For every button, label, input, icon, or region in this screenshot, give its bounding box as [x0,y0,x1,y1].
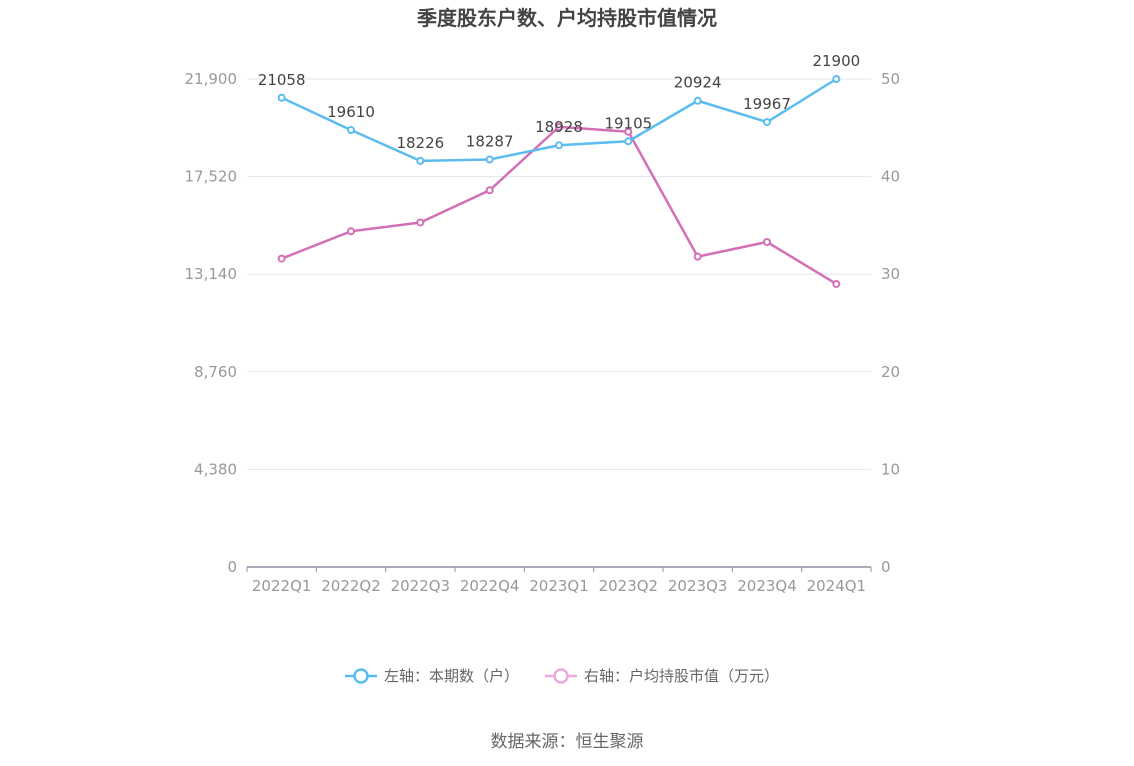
y-left-tick-label: 4,380 [194,460,237,478]
data-label: 20924 [674,74,722,92]
x-tick-label: 2023Q3 [668,577,728,595]
data-label: 19105 [604,114,652,132]
data-point [347,227,355,236]
y-left-tick-label: 13,140 [185,265,238,283]
y-left-tick-label: 17,520 [185,168,238,186]
y-right-tick-label: 40 [881,168,900,186]
series-layer [277,75,841,288]
data-point [763,118,771,127]
data-point [277,254,286,263]
legend-label: 左轴：本期数（户） [384,667,519,685]
data-point [624,137,633,146]
y-right-tick-label: 30 [881,265,900,283]
x-tick-label: 2024Q1 [807,577,867,595]
data-point [832,279,841,288]
data-label: 18928 [535,118,583,136]
data-label: 18226 [396,134,444,152]
data-label: 21058 [258,71,306,89]
x-tick-label: 2022Q1 [252,577,312,595]
x-tick-label: 2023Q2 [599,577,659,595]
data-point [693,252,702,261]
x-tick-label: 2023Q4 [737,577,797,595]
y-right-tick-label: 50 [881,70,900,88]
x-tick-label: 2022Q3 [391,577,451,595]
x-tick-label: 2022Q4 [460,577,520,595]
data-point [416,156,425,165]
x-tick-label: 2023Q1 [529,577,589,595]
data-point [485,186,494,195]
data-label: 19967 [743,95,791,113]
chart-title: 季度股东户数、户均持股市值情况 [416,6,717,30]
y-right-tick-label: 0 [881,558,891,576]
data-point [832,75,841,83]
legend-label: 右轴：户均持股市值（万元） [584,667,779,685]
data-point [693,96,702,105]
legend: 左轴：本期数（户） 右轴：户均持股市值（万元） [345,667,779,685]
data-point [624,127,633,136]
data-point [277,93,286,102]
y-right-tick-label: 10 [881,460,900,478]
data-point [555,141,563,150]
grid [247,78,871,470]
data-labels: 21058 19610 18226 18287 18928 19105 20924 19967… [258,52,860,152]
data-label: 21900 [812,52,860,70]
data-label: 18287 [466,133,514,151]
data-point [485,155,494,164]
y-right-tick-label: 20 [881,363,900,381]
legend-marker [353,668,369,684]
x-tick-label: 2022Q2 [321,577,381,595]
series-line-avg-value [281,125,837,286]
legend-marker [553,668,569,684]
data-point [416,218,425,227]
source-text: 数据来源：恒生聚源 [491,732,644,752]
data-point [763,237,771,246]
y-left-tick-label: 8,760 [194,363,237,381]
y-left-tick-label: 0 [227,558,237,576]
data-point [555,122,563,131]
y-left-tick-label: 21,900 [185,70,238,88]
data-point [347,126,355,135]
axes: 0 0 4,380 10 8,760 20 13,140 30 17,520 40 21,900 50… [185,70,901,595]
data-label: 19610 [327,103,375,121]
